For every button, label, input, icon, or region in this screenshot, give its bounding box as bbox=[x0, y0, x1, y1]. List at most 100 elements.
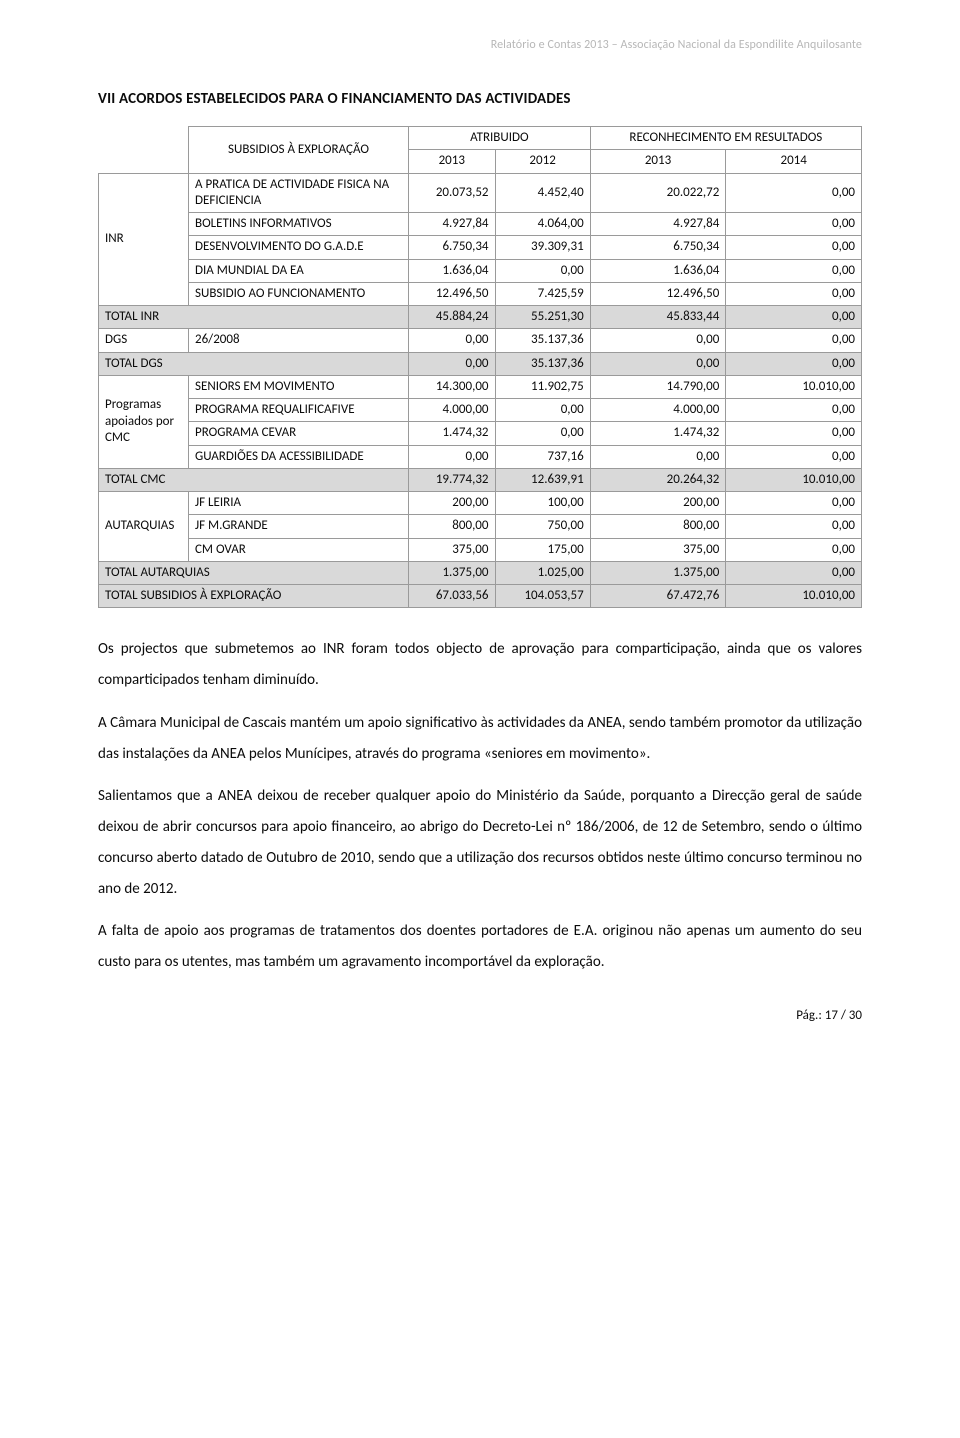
group-total-label: TOTAL DGS bbox=[99, 352, 409, 375]
table-cell: 1.474,32 bbox=[409, 422, 496, 445]
table-cell: 0,00 bbox=[726, 259, 862, 282]
col-group-atribuido: ATRIBUIDO bbox=[409, 127, 591, 150]
table-cell: 4.000,00 bbox=[590, 399, 726, 422]
table-cell: 39.309,31 bbox=[495, 236, 590, 259]
grand-total-label: TOTAL SUBSIDIOS À EXPLORAÇÃO bbox=[99, 585, 409, 608]
table-cell: 800,00 bbox=[409, 515, 496, 538]
table-cell: 1.375,00 bbox=[409, 561, 496, 584]
row-desc: SUBSIDIO AO FUNCIONAMENTO bbox=[189, 282, 409, 305]
group-total-label: TOTAL CMC bbox=[99, 468, 409, 491]
col-year-3: 2014 bbox=[726, 150, 862, 173]
table-cell: 737,16 bbox=[495, 445, 590, 468]
doc-header-text: Relatório e Contas 2013 – Associação Nac… bbox=[491, 38, 862, 52]
group-label: AUTARQUIAS bbox=[99, 492, 189, 562]
table-cell: 0,00 bbox=[726, 538, 862, 561]
group-total-label: TOTAL INR bbox=[99, 306, 409, 329]
row-desc: DESENVOLVIMENTO DO G.A.D.E bbox=[189, 236, 409, 259]
table-cell: 375,00 bbox=[409, 538, 496, 561]
table-cell: 0,00 bbox=[726, 399, 862, 422]
page-number: Pág.: 17 / 30 bbox=[796, 1008, 862, 1023]
table-cell: 4.000,00 bbox=[409, 399, 496, 422]
table-cell: 0,00 bbox=[726, 352, 862, 375]
table-cell: 200,00 bbox=[590, 492, 726, 515]
table-top-label: SUBSIDIOS À EXPLORAÇÃO bbox=[189, 127, 409, 174]
table-cell: 104.053,57 bbox=[495, 585, 590, 608]
table-cell: 45.833,44 bbox=[590, 306, 726, 329]
table-cell: 14.300,00 bbox=[409, 375, 496, 398]
section-title: VII ACORDOS ESTABELECIDOS PARA O FINANCI… bbox=[98, 90, 862, 108]
table-cell: 0,00 bbox=[726, 213, 862, 236]
group-label: INR bbox=[99, 173, 189, 306]
table-cell: 0,00 bbox=[409, 352, 496, 375]
col-group-reconhecimento: RECONHECIMENTO EM RESULTADOS bbox=[590, 127, 861, 150]
table-cell: 19.774,32 bbox=[409, 468, 496, 491]
col-year-2: 2013 bbox=[590, 150, 726, 173]
row-desc: PROGRAMA REQUALIFICAFIVE bbox=[189, 399, 409, 422]
body-paragraph: Salientamos que a ANEA deixou de receber… bbox=[98, 781, 862, 904]
table-cell: 12.496,50 bbox=[409, 282, 496, 305]
table-cell: 10.010,00 bbox=[726, 585, 862, 608]
table-cell: 20.022,72 bbox=[590, 173, 726, 213]
table-cell: 0,00 bbox=[726, 173, 862, 213]
table-cell: 10.010,00 bbox=[726, 468, 862, 491]
table-cell: 0,00 bbox=[590, 352, 726, 375]
row-desc: SENIORS EM MOVIMENTO bbox=[189, 375, 409, 398]
group-total-label: TOTAL AUTARQUIAS bbox=[99, 561, 409, 584]
table-cell: 0,00 bbox=[726, 306, 862, 329]
table-cell: 6.750,34 bbox=[590, 236, 726, 259]
table-cell: 0,00 bbox=[590, 445, 726, 468]
table-cell: 0,00 bbox=[726, 445, 862, 468]
body-paragraph: A falta de apoio aos programas de tratam… bbox=[98, 916, 862, 978]
table-cell: 4.927,84 bbox=[409, 213, 496, 236]
table-cell: 0,00 bbox=[726, 282, 862, 305]
row-desc: BOLETINS INFORMATIVOS bbox=[189, 213, 409, 236]
table-cell: 20.264,32 bbox=[590, 468, 726, 491]
table-cell: 1.636,04 bbox=[590, 259, 726, 282]
table-cell: 0,00 bbox=[726, 561, 862, 584]
table-cell: 12.639,91 bbox=[495, 468, 590, 491]
table-cell: 0,00 bbox=[726, 329, 862, 352]
table-cell: 1.636,04 bbox=[409, 259, 496, 282]
table-cell: 67.033,56 bbox=[409, 585, 496, 608]
table-cell: 4.452,40 bbox=[495, 173, 590, 213]
table-cell: 0,00 bbox=[495, 422, 590, 445]
col-year-1: 2012 bbox=[495, 150, 590, 173]
table-cell: 100,00 bbox=[495, 492, 590, 515]
table-cell: 55.251,30 bbox=[495, 306, 590, 329]
table-cell: 1.474,32 bbox=[590, 422, 726, 445]
table-cell: 0,00 bbox=[726, 422, 862, 445]
subsidies-table: SUBSIDIOS À EXPLORAÇÃO ATRIBUIDO RECONHE… bbox=[98, 126, 862, 608]
table-cell: 750,00 bbox=[495, 515, 590, 538]
row-desc: JF LEIRIA bbox=[189, 492, 409, 515]
table-cell: 0,00 bbox=[726, 236, 862, 259]
table-cell: 35.137,36 bbox=[495, 352, 590, 375]
body-text: Os projectos que submetemos ao INR foram… bbox=[98, 634, 862, 978]
table-cell: 11.902,75 bbox=[495, 375, 590, 398]
table-cell: 175,00 bbox=[495, 538, 590, 561]
table-cell: 1.025,00 bbox=[495, 561, 590, 584]
table-cell: 375,00 bbox=[590, 538, 726, 561]
row-desc: CM OVAR bbox=[189, 538, 409, 561]
table-cell: 7.425,59 bbox=[495, 282, 590, 305]
doc-header: Relatório e Contas 2013 – Associação Nac… bbox=[98, 38, 862, 52]
table-cell: 10.010,00 bbox=[726, 375, 862, 398]
table-cell: 6.750,34 bbox=[409, 236, 496, 259]
table-cell: 0,00 bbox=[726, 492, 862, 515]
row-desc: JF M.GRANDE bbox=[189, 515, 409, 538]
row-desc: GUARDIÕES DA ACESSIBILIDADE bbox=[189, 445, 409, 468]
table-cell: 0,00 bbox=[495, 399, 590, 422]
table-cell: 0,00 bbox=[495, 259, 590, 282]
body-paragraph: Os projectos que submetemos ao INR foram… bbox=[98, 634, 862, 696]
table-cell: 0,00 bbox=[726, 515, 862, 538]
table-cell: 45.884,24 bbox=[409, 306, 496, 329]
table-cell: 20.073,52 bbox=[409, 173, 496, 213]
table-cell: 35.137,36 bbox=[495, 329, 590, 352]
row-desc: DIA MUNDIAL DA EA bbox=[189, 259, 409, 282]
table-cell: 4.927,84 bbox=[590, 213, 726, 236]
table-cell: 0,00 bbox=[590, 329, 726, 352]
table-cell: 0,00 bbox=[409, 445, 496, 468]
row-desc: PROGRAMA CEVAR bbox=[189, 422, 409, 445]
table-cell: 800,00 bbox=[590, 515, 726, 538]
page-footer: Pág.: 17 / 30 bbox=[98, 1008, 862, 1023]
row-desc: 26/2008 bbox=[189, 329, 409, 352]
